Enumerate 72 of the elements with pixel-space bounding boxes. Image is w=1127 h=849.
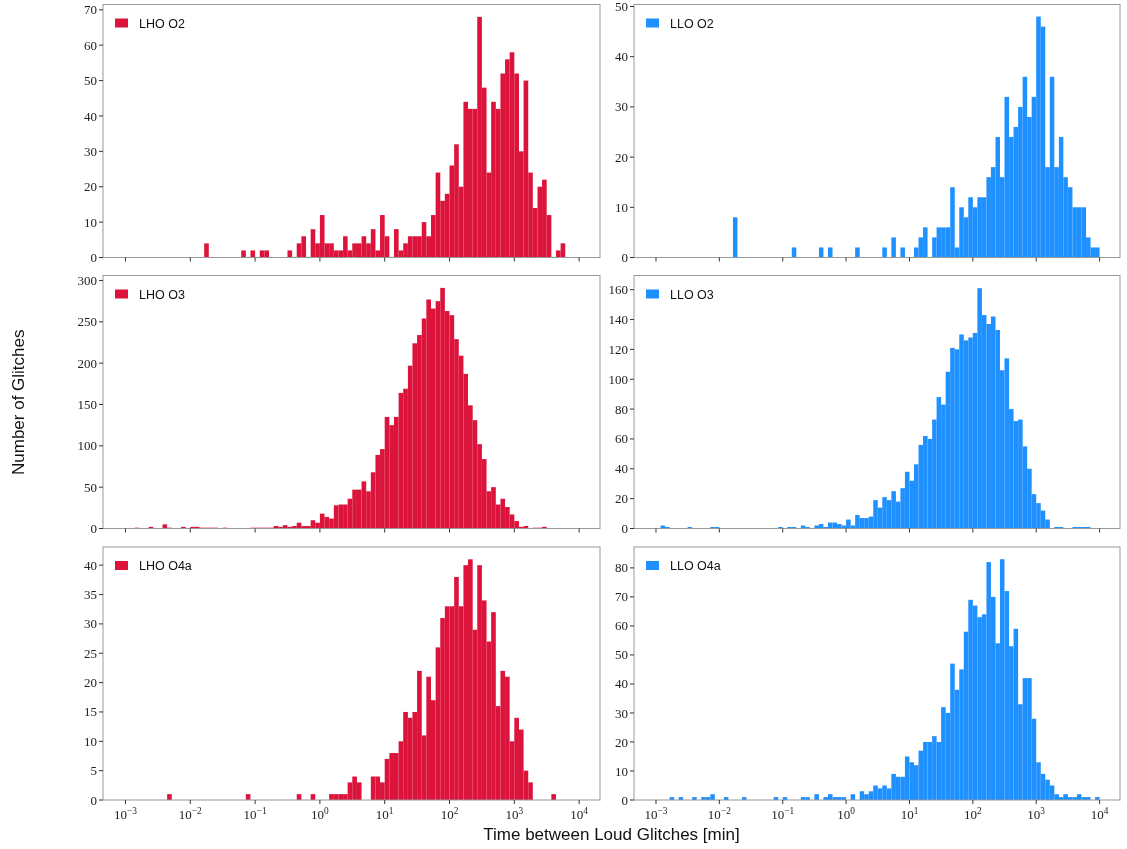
x-tick-label: 10$^{−3}$ bbox=[644, 806, 668, 822]
y-tick-label: 20 bbox=[615, 149, 628, 165]
y-tick-label: 80 bbox=[615, 560, 628, 576]
y-tick-label: 60 bbox=[84, 37, 97, 53]
y-tick-label: 40 bbox=[615, 49, 628, 65]
y-tick-label: 0 bbox=[621, 521, 628, 537]
y-tick-label: 20 bbox=[84, 179, 97, 195]
y-tick-label: 20 bbox=[84, 675, 97, 691]
y-tick-label: 140 bbox=[608, 312, 628, 328]
legend-label: LLO O2 bbox=[670, 16, 714, 31]
x-tick-label: 10$^{−2}$ bbox=[178, 806, 203, 822]
x-tick-label: 10$^{4}$ bbox=[1090, 806, 1109, 822]
y-tick-label: 50 bbox=[615, 0, 628, 15]
y-tick-label: 10 bbox=[84, 733, 97, 749]
x-tick-label: 10$^{−1}$ bbox=[771, 806, 795, 822]
x-tick-label: 10$^{2}$ bbox=[440, 806, 459, 822]
y-tick-label: 20 bbox=[615, 491, 628, 507]
x-tick-label: 10$^{3}$ bbox=[1027, 806, 1046, 822]
y-tick-label: 120 bbox=[608, 341, 628, 357]
legend-label: LHO O3 bbox=[139, 287, 185, 302]
y-tick-label: 40 bbox=[84, 557, 97, 573]
legend-label: LHO O2 bbox=[139, 16, 185, 31]
y-tick-label: 50 bbox=[615, 647, 628, 663]
y-tick-label: 0 bbox=[90, 250, 97, 266]
x-tick-label: 10$^{−3}$ bbox=[114, 806, 138, 822]
y-tick-label: 300 bbox=[77, 273, 97, 289]
y-tick-label: 70 bbox=[84, 2, 97, 18]
y-tick-label: 30 bbox=[84, 143, 97, 159]
y-tick-label: 70 bbox=[615, 589, 628, 605]
x-axis-title: Time between Loud Glitches [min] bbox=[483, 825, 740, 844]
y-tick-label: 30 bbox=[615, 705, 628, 721]
y-tick-label: 100 bbox=[77, 438, 97, 454]
y-tick-label: 35 bbox=[84, 587, 97, 603]
y-tick-label: 20 bbox=[615, 734, 628, 750]
x-tick-label: 10$^{0}$ bbox=[837, 806, 856, 822]
legend-label: LLO O4a bbox=[670, 559, 721, 574]
x-tick-label: 10$^{2}$ bbox=[964, 806, 982, 822]
y-tick-label: 80 bbox=[615, 401, 628, 417]
y-tick-label: 30 bbox=[84, 616, 97, 632]
x-tick-label: 10$^{1}$ bbox=[375, 806, 394, 822]
legend-label: LLO O3 bbox=[670, 287, 714, 302]
x-tick-label: 10$^{0}$ bbox=[311, 806, 330, 822]
y-tick-label: 40 bbox=[84, 108, 97, 124]
legend-label: LHO O4a bbox=[139, 559, 192, 574]
y-tick-label: 25 bbox=[84, 645, 97, 661]
y-tick-label: 0 bbox=[621, 250, 628, 266]
y-tick-label: 50 bbox=[84, 479, 97, 495]
y-tick-label: 10 bbox=[615, 763, 628, 779]
y-tick-label: 60 bbox=[615, 618, 628, 634]
y-tick-label: 50 bbox=[84, 73, 97, 89]
x-tick-label: 10$^{−1}$ bbox=[243, 806, 267, 822]
y-tick-label: 15 bbox=[84, 704, 97, 720]
y-tick-label: 60 bbox=[615, 431, 628, 447]
x-tick-label: 10$^{−2}$ bbox=[707, 806, 732, 822]
y-axis-title: Number of Glitches bbox=[9, 329, 28, 475]
x-tick-label: 10$^{1}$ bbox=[900, 806, 919, 822]
y-tick-label: 0 bbox=[90, 521, 97, 537]
y-tick-label: 0 bbox=[90, 792, 97, 808]
y-tick-label: 160 bbox=[608, 282, 628, 298]
y-tick-label: 5 bbox=[90, 763, 97, 779]
x-tick-label: 10$^{4}$ bbox=[570, 806, 589, 822]
y-tick-label: 10 bbox=[615, 199, 628, 215]
y-tick-label: 10 bbox=[84, 214, 97, 230]
y-tick-label: 40 bbox=[615, 461, 628, 477]
y-tick-label: 30 bbox=[615, 99, 628, 115]
y-tick-label: 250 bbox=[77, 314, 97, 330]
x-tick-label: 10$^{3}$ bbox=[505, 806, 524, 822]
y-tick-label: 0 bbox=[621, 792, 628, 808]
y-tick-label: 200 bbox=[77, 355, 97, 371]
y-tick-label: 150 bbox=[77, 397, 97, 413]
y-tick-label: 40 bbox=[615, 676, 628, 692]
y-tick-label: 100 bbox=[608, 371, 628, 387]
